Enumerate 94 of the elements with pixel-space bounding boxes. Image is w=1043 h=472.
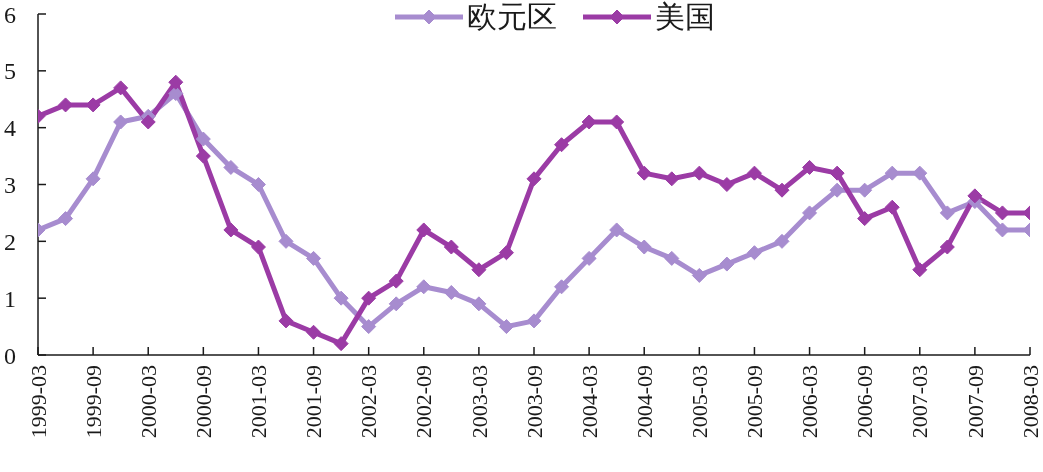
point xyxy=(333,336,349,352)
x-tick-label: 2007-03 xyxy=(907,365,933,439)
point xyxy=(361,290,377,306)
point xyxy=(746,165,762,181)
x-tick-label: 2007-09 xyxy=(962,365,988,439)
point xyxy=(994,205,1010,221)
x-tick-label: 2002-03 xyxy=(356,365,382,439)
point xyxy=(554,137,570,153)
x-tick-label: 2002-09 xyxy=(411,365,437,439)
point xyxy=(168,86,184,102)
point xyxy=(168,74,184,90)
point xyxy=(912,165,928,181)
point xyxy=(636,239,652,255)
point xyxy=(664,250,680,266)
x-tick-label: 2004-03 xyxy=(576,365,602,439)
point xyxy=(554,279,570,295)
point xyxy=(498,245,514,261)
point xyxy=(802,205,818,221)
point xyxy=(691,267,707,283)
point xyxy=(581,114,597,130)
point xyxy=(691,165,707,181)
y-tick-label: 6 xyxy=(4,1,16,28)
point xyxy=(278,233,294,249)
point xyxy=(85,171,101,187)
x-tick-label: 2006-03 xyxy=(797,365,823,439)
point xyxy=(113,80,129,96)
point xyxy=(774,233,790,249)
x-tick-label: 2008-03 xyxy=(1017,365,1043,439)
point xyxy=(471,262,487,278)
point xyxy=(443,239,459,255)
x-tick-label: 2003-09 xyxy=(521,365,547,439)
point xyxy=(581,250,597,266)
y-tick-label: 4 xyxy=(4,115,16,142)
point xyxy=(884,199,900,215)
point xyxy=(912,262,928,278)
point xyxy=(140,114,156,130)
point xyxy=(884,165,900,181)
y-tick-label: 3 xyxy=(4,172,16,199)
point xyxy=(939,205,955,221)
point xyxy=(195,148,211,164)
point xyxy=(526,313,542,329)
point xyxy=(250,177,266,192)
x-tick-label: 2003-03 xyxy=(466,365,492,439)
point xyxy=(443,284,459,300)
point xyxy=(223,222,239,238)
point xyxy=(278,313,294,329)
x-tick-label: 2000-03 xyxy=(135,365,161,439)
point xyxy=(994,222,1010,238)
point xyxy=(719,177,735,192)
point xyxy=(223,159,239,175)
x-tick-label: 2001-03 xyxy=(246,365,272,439)
point xyxy=(636,165,652,181)
point xyxy=(471,296,487,312)
point xyxy=(388,296,404,312)
point xyxy=(306,324,322,340)
x-tick-label: 1999-09 xyxy=(80,365,106,439)
legend-label: 美国 xyxy=(654,0,715,34)
point xyxy=(857,182,873,198)
point xyxy=(829,165,845,181)
point xyxy=(939,239,955,255)
point xyxy=(609,222,625,238)
point xyxy=(416,279,432,295)
point xyxy=(719,256,735,272)
x-tick-label: 2004-09 xyxy=(631,365,657,439)
point xyxy=(746,245,762,261)
y-tick-label: 5 xyxy=(4,58,16,85)
y-tick-label: 0 xyxy=(4,342,16,369)
x-tick-label: 1999-03 xyxy=(25,365,51,439)
point xyxy=(526,171,542,187)
legend-label: 欧元区 xyxy=(466,0,557,34)
point xyxy=(388,273,404,289)
x-tick-label: 2005-03 xyxy=(687,365,713,439)
point xyxy=(416,222,432,238)
point xyxy=(361,319,377,335)
y-tick-label: 1 xyxy=(4,285,16,312)
point xyxy=(58,211,74,227)
y-tick-label: 2 xyxy=(4,228,16,255)
x-tick-label: 2001-09 xyxy=(301,365,327,439)
point xyxy=(195,131,211,147)
x-tick-label: 2000-09 xyxy=(191,365,217,439)
point xyxy=(967,188,983,204)
point xyxy=(664,171,680,187)
point xyxy=(857,211,873,227)
point xyxy=(306,250,322,266)
point xyxy=(333,290,349,306)
point xyxy=(829,182,845,198)
point xyxy=(113,114,129,130)
point xyxy=(498,319,514,335)
point xyxy=(774,182,790,198)
point xyxy=(609,114,625,130)
x-tick-label: 2006-09 xyxy=(852,365,878,439)
point xyxy=(802,159,818,175)
x-tick-label: 2005-09 xyxy=(742,365,768,439)
point xyxy=(250,239,266,255)
